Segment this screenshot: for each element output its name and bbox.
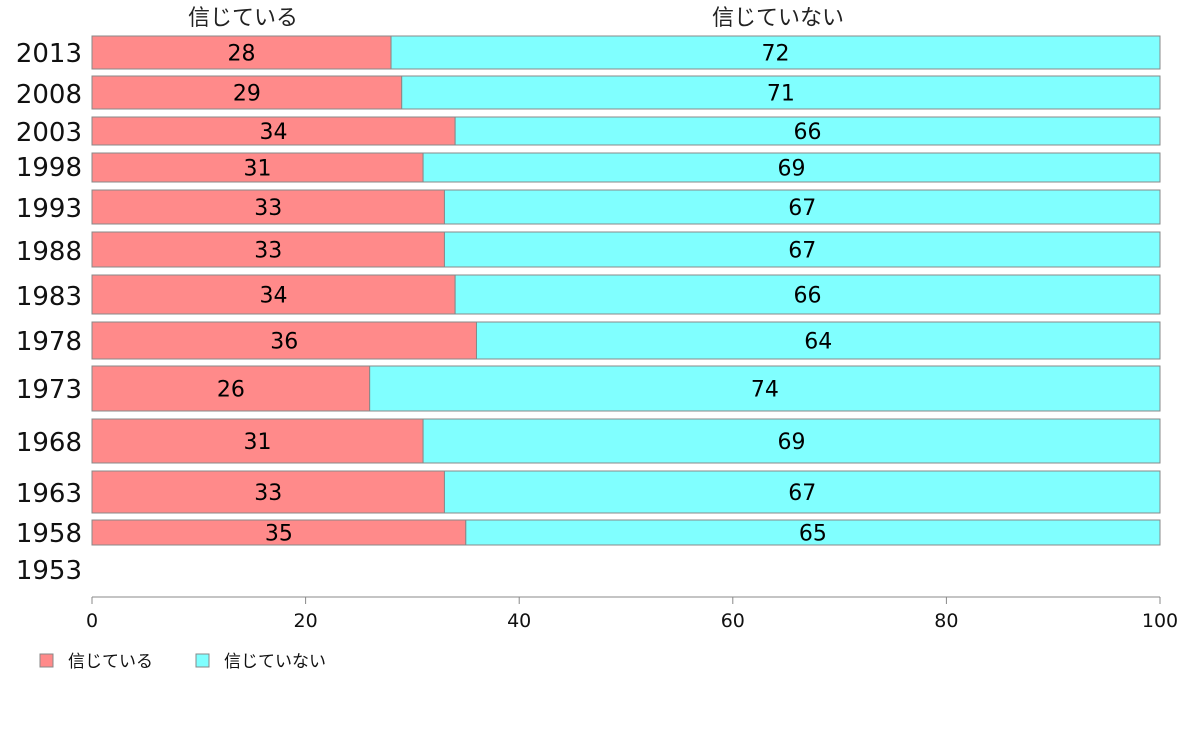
year-label-1988: 1988 [16, 237, 82, 267]
x-tick-label-0: 0 [86, 610, 98, 632]
bar-2008-not-believe [401, 75, 1161, 110]
legend-swatch-0 [39, 653, 54, 668]
data-label-1993-1: 67 [788, 196, 816, 221]
column-header-0: 信じている [188, 6, 298, 31]
bar-1968-believe [91, 418, 424, 464]
data-label-1993-0: 33 [254, 196, 282, 221]
bar-2003-believe [91, 116, 456, 146]
x-tick-label-40: 40 [507, 610, 531, 632]
bar-1983-believe [91, 274, 456, 315]
bar-2013-believe [91, 35, 392, 70]
column-header-1: 信じていない [712, 6, 844, 31]
data-label-1978-1: 64 [804, 330, 832, 355]
data-label-1998-0: 31 [244, 157, 272, 182]
data-label-1958-0: 35 [265, 522, 293, 547]
legend: 信じている 信じていない [39, 652, 326, 672]
year-label-1958: 1958 [16, 519, 82, 549]
bar-2013-not-believe [390, 35, 1161, 70]
bar-1958-not-believe [465, 519, 1161, 546]
column-headers: 信じている 信じていない [188, 6, 844, 31]
data-label-2003-1: 66 [794, 120, 822, 145]
year-label-1973: 1973 [16, 375, 82, 405]
bar-1958-believe [91, 519, 467, 546]
data-label-1983-0: 34 [260, 284, 288, 309]
year-label-1953: 1953 [16, 556, 82, 586]
x-tick-label-80: 80 [934, 610, 958, 632]
year-label-2013: 2013 [16, 39, 82, 69]
year-labels: 2013 2008 2003 1998 1993 1988 1983 1978 1973 1968… [16, 39, 82, 586]
data-label-1978-0: 36 [270, 330, 298, 355]
bar-2003-not-believe [454, 116, 1161, 146]
data-label-1963-1: 67 [788, 481, 816, 506]
bar-1998-believe [91, 152, 424, 183]
bar-1963-not-believe [443, 470, 1161, 514]
bar-1983-not-believe [454, 274, 1161, 315]
bar-1998-not-believe [422, 152, 1161, 183]
data-label-1968-1: 69 [778, 430, 806, 455]
x-tick-label-100: 100 [1142, 610, 1178, 632]
bar-1988-not-believe [443, 231, 1161, 268]
data-label-2008-0: 29 [233, 82, 261, 107]
year-label-1998: 1998 [16, 153, 82, 183]
data-label-2003-0: 34 [260, 120, 288, 145]
bar-1978-not-believe [475, 321, 1161, 360]
data-label-1973-1: 74 [751, 378, 779, 403]
data-label-2008-1: 71 [767, 82, 795, 107]
data-label-1998-1: 69 [778, 157, 806, 182]
year-label-2008: 2008 [16, 80, 82, 110]
bar-1968-not-believe [422, 418, 1161, 464]
year-label-2003: 2003 [16, 118, 82, 148]
legend-label-1: 信じていない [224, 652, 326, 672]
bar-1973-not-believe [369, 365, 1161, 412]
legend-swatch-1 [195, 653, 210, 668]
data-label-1968-0: 31 [244, 430, 272, 455]
bars-group: 28 72 29 71 34 66 31 69 33 67 33 67 34 66 36 64 26 74 31 69… [91, 35, 1161, 547]
bar-1963-believe [91, 470, 445, 514]
data-label-2013-1: 72 [762, 42, 790, 67]
data-label-1973-0: 26 [217, 378, 245, 403]
year-label-1978: 1978 [16, 327, 82, 357]
year-label-1968: 1968 [16, 428, 82, 458]
year-label-1983: 1983 [16, 282, 82, 312]
data-label-1988-0: 33 [254, 239, 282, 264]
data-label-1983-1: 66 [794, 284, 822, 309]
year-label-1963: 1963 [16, 479, 82, 509]
data-label-1958-1: 65 [799, 522, 827, 547]
bar-1993-believe [91, 189, 445, 225]
year-label-1993: 1993 [16, 194, 82, 224]
legend-label-0: 信じている [68, 652, 153, 672]
bar-2008-believe [91, 75, 403, 110]
data-label-2013-0: 28 [228, 42, 256, 67]
data-label-1963-0: 33 [254, 481, 282, 506]
x-tick-label-20: 20 [294, 610, 318, 632]
x-tick-label-60: 60 [721, 610, 745, 632]
bar-1973-believe [91, 365, 371, 412]
data-label-1988-1: 67 [788, 239, 816, 264]
x-axis: 0 20 40 60 80 100 [86, 596, 1178, 632]
bar-1993-not-believe [443, 189, 1161, 225]
